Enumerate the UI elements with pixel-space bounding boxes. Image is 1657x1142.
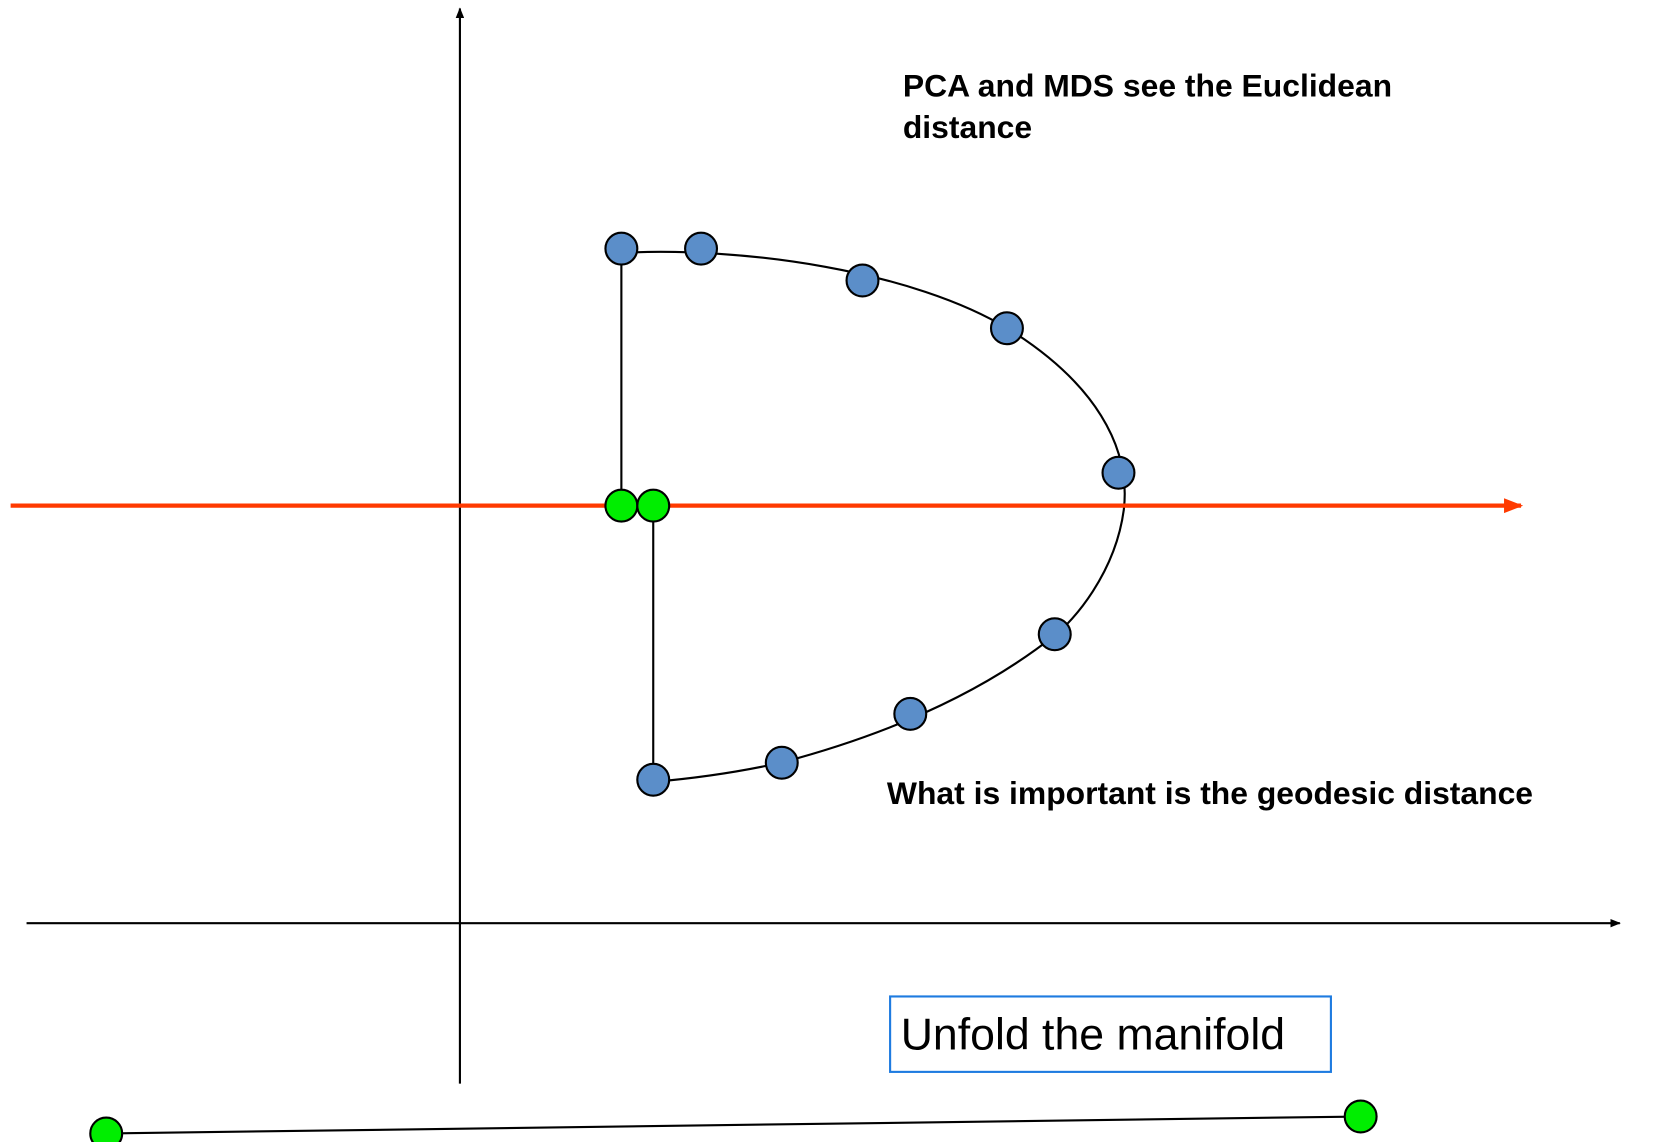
point <box>636 762 671 797</box>
connector <box>620 248 655 780</box>
point <box>1037 617 1072 652</box>
point <box>684 231 719 266</box>
annotation: What is important is the geodesic distan… <box>887 775 1533 811</box>
point <box>764 745 799 780</box>
box-label: Unfold the manifold <box>901 1011 1285 1060</box>
point <box>89 1116 124 1142</box>
point <box>1101 455 1136 490</box>
point <box>636 488 671 523</box>
green-points <box>604 488 671 523</box>
point <box>845 263 880 298</box>
unfolded-line <box>106 1115 1361 1135</box>
point <box>604 231 639 266</box>
annotation: distance <box>903 109 1032 145</box>
blue-points <box>604 231 1136 797</box>
point <box>989 311 1024 346</box>
point <box>893 696 928 731</box>
point <box>604 488 639 523</box>
point <box>1343 1099 1378 1134</box>
label-box <box>889 995 1332 1073</box>
manifold-curve <box>621 250 1126 783</box>
annotation: PCA and MDS see the Euclidean <box>903 68 1392 104</box>
